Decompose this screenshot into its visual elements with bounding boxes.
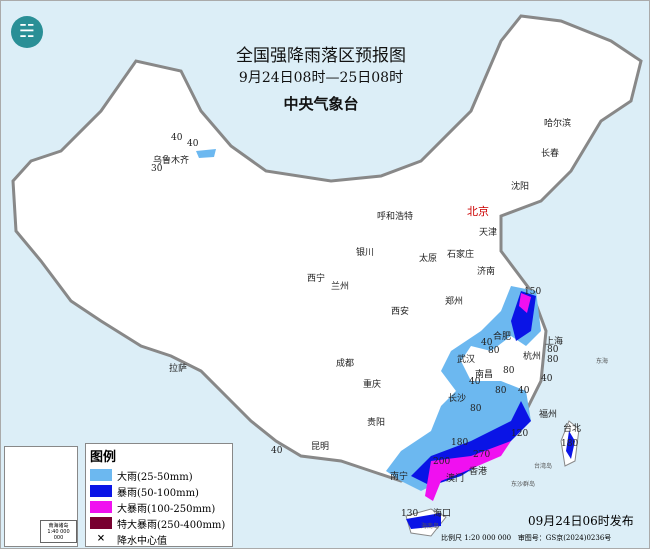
rain-center-value: 200 [433,457,451,467]
rain-center-value: 30 [151,164,163,174]
rain-heavy-west [196,149,216,158]
city-label: 武汉 [457,355,476,365]
city-label: 贵阳 [367,418,386,428]
rain-center-value: 80 [495,386,507,396]
forecast-period: 9月24日08时—25日08时 [238,70,404,86]
issue-time: 09月24日06时发布 [528,514,634,528]
legend-item: 大雨(25-50mm) [90,467,232,483]
city-label: 长春 [541,149,560,159]
rain-center-value: 40 [271,446,283,456]
x-mark-icon: × [96,533,106,544]
city-label: 呼和浩特 [377,212,414,222]
city-label: 石家庄 [447,250,475,260]
rain-center-value: 40 [171,133,183,143]
city-label: 哈尔滨 [544,119,572,129]
rain-center-value: 40 [481,338,493,348]
china-land [11,14,643,483]
city-label: 兰州 [331,282,350,292]
rain-center-value: 130 [401,509,419,519]
rain-center-value: 180 [451,438,469,448]
legend: 图例 大雨(25-50mm) 暴雨(50-100mm) 大暴雨(100-250m… [85,443,233,547]
rain-center-value: 80 [547,345,559,355]
rain-center-value: 40 [187,139,199,149]
rain-torrential [425,293,531,501]
city-label: 香港 [469,467,488,477]
city-label: 济南 [477,267,496,277]
sea-label: 东海 [596,358,609,365]
rain-center-value: 180 [561,439,579,449]
city-label: 台北 [563,424,582,434]
city-label: 成都 [336,359,355,369]
legend-item: × 降水中心值 [90,531,232,547]
rain-center-value: 80 [470,404,482,414]
city-label: 西宁 [307,274,326,284]
inset-scale: 1:40 000 000 [47,529,70,541]
city-label: 沈阳 [511,182,530,192]
city-label: 合肥 [493,332,512,342]
island-label: 台湾岛 [534,463,553,470]
rain-center-value: 40 [518,386,530,396]
rain-center-value: 80 [547,355,559,365]
south-china-sea-inset: 南海诸岛 1:40 000 000 [4,446,78,547]
rain-center-value: 40 [469,377,481,387]
map-scale: 比例尺 1:20 000 000 [441,534,512,542]
legend-item: 大暴雨(100-250mm) [90,499,232,515]
cma-logo: ☵ [11,16,43,48]
city-label: 太原 [419,254,438,264]
city-label: 上海 [545,337,564,347]
city-label: 西安 [391,307,410,317]
map-title: 全国强降雨落区预报图 [236,46,406,66]
city-label: 天津 [479,228,498,238]
rain-center-value: 80 [503,366,515,376]
legend-item: 特大暴雨(250-400mm) [90,515,232,531]
city-label: 银川 [356,248,375,258]
city-label: 重庆 [363,380,382,390]
city-label: 澳门 [446,474,465,484]
rain-center-value: 270 [473,450,491,460]
city-label: 南昌 [475,370,494,380]
legend-title: 图例 [90,450,117,465]
island-label: 海南岛 [421,523,440,530]
inset-title: 南海诸岛 [48,523,69,529]
rain-center-value: 120 [511,429,529,439]
rain-center-value: 150 [524,287,542,297]
rain-center-value: 80 [488,346,500,356]
city-label: 杭州 [523,352,542,362]
capital-label: 北京 [467,205,489,218]
issuer: 中央气象台 [283,95,359,113]
city-label: 拉萨 [169,364,188,374]
legend-item: 暴雨(50-100mm) [90,483,232,499]
city-label: 郑州 [445,297,464,307]
rain-center-value: 40 [541,374,553,384]
city-label: 乌鲁木齐 [153,156,190,166]
city-label: 海口 [433,509,452,519]
city-label: 南宁 [390,472,409,482]
city-label: 长沙 [448,394,467,404]
city-label: 福州 [539,410,558,420]
review-number: 审图号：GS京(2024)0236号 [517,534,612,542]
island-label: 东沙群岛 [511,481,536,488]
city-label: 昆明 [311,442,330,452]
